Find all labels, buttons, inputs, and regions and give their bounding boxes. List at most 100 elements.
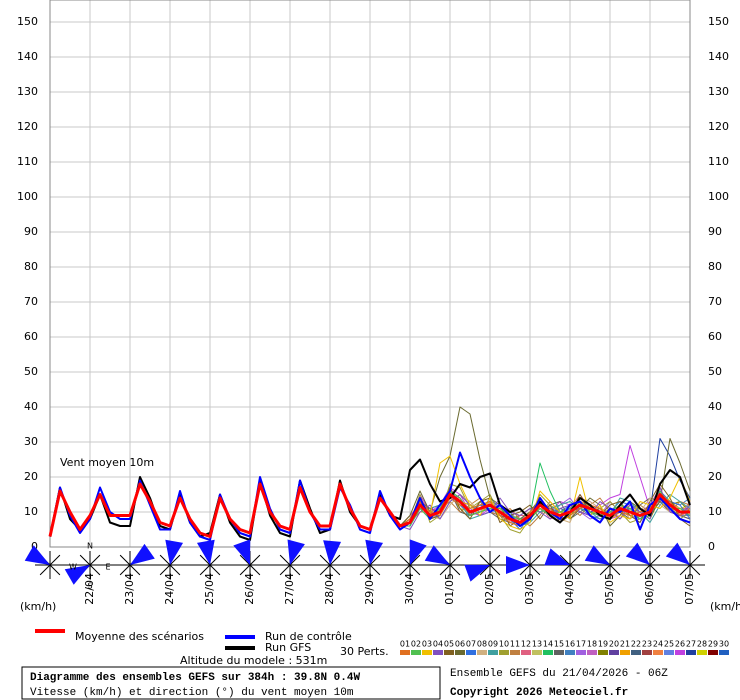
compass-e: E (105, 563, 110, 572)
legend-pert-label: 14 (543, 640, 553, 649)
legend-pert-swatch (554, 650, 564, 655)
chart-subtitle: Vitesse (km/h) et direction (°) du vent … (30, 687, 354, 699)
x-tick-label: 29/04 (363, 573, 376, 605)
legend-pert-label: 12 (521, 640, 531, 649)
x-tick-label: 07/05 (683, 573, 696, 605)
wind-arrow (287, 539, 305, 565)
y-tick-label: 30 (24, 435, 38, 448)
y-tick-label: 40 (24, 400, 38, 413)
legend-pert-label: 09 (488, 640, 498, 649)
compass-spoke (679, 554, 701, 576)
legend-pert-swatch (708, 650, 718, 655)
legend-pert-swatch (400, 650, 410, 655)
legend-label: Run de contrôle (265, 630, 352, 643)
legend-pert-label: 26 (675, 640, 685, 649)
y-tick-label-right: 30 (708, 435, 722, 448)
x-tick-label: 27/04 (283, 573, 296, 605)
y-tick-label-right: 90 (708, 225, 722, 238)
x-tick-label: 01/05 (443, 573, 456, 605)
wind-arrow (665, 542, 690, 565)
y-tick-label: 110 (17, 155, 38, 168)
y-tick-label: 50 (24, 365, 38, 378)
x-tick-label: 26/04 (243, 573, 256, 605)
y-tick-label-right: 150 (708, 15, 729, 28)
chart-title: Diagramme des ensembles GEFS sur 384h : … (30, 672, 360, 684)
wind-arrow (323, 540, 342, 565)
legend-pert-swatch (620, 650, 630, 655)
legend-pert-swatch (532, 650, 542, 655)
legend-pert-swatch (609, 650, 619, 655)
legend-pert-label: 03 (422, 640, 432, 649)
y-tick-label: 90 (24, 225, 38, 238)
legend-pert-label: 11 (510, 640, 520, 649)
x-tick-label: 24/04 (163, 573, 176, 605)
legend-pert-swatch (499, 650, 509, 655)
compass-n: N (87, 542, 93, 551)
legend-pert-label: 24 (653, 640, 663, 649)
wind-arrow (64, 565, 90, 585)
y-tick-label: 120 (17, 120, 38, 133)
compass-w: W (69, 563, 77, 572)
x-tick-label: 04/05 (563, 573, 576, 605)
legend-pert-label: 04 (433, 640, 443, 649)
x-tick-label: 25/04 (203, 573, 216, 605)
lines (48, 406, 691, 541)
y-tick-label: 150 (17, 15, 38, 28)
compass-spoke (239, 554, 261, 576)
legend-label: Moyenne des scénarios (75, 630, 204, 643)
x-tick-label: 28/04 (323, 573, 336, 605)
y-tick-label-right: 10 (708, 505, 722, 518)
y-tick-label-right: 20 (708, 470, 722, 483)
legend-pert-label: 07 (466, 640, 476, 649)
y-tick-label-right: 70 (708, 295, 722, 308)
wind-arrow (506, 556, 530, 574)
legend-pert-swatch (576, 650, 586, 655)
y-tick-label: 60 (24, 330, 38, 343)
run-info: Ensemble GEFS du 21/04/2026 - 06Z (450, 668, 668, 680)
legend-pert-swatch (686, 650, 696, 655)
wind-arrow (365, 539, 384, 565)
wind-arrow (24, 545, 50, 565)
y-tick-label-right: 100 (708, 190, 729, 203)
x-tick-label: 05/05 (603, 573, 616, 605)
wind-row (24, 539, 704, 585)
y-tick-label: 70 (24, 295, 38, 308)
legend-pert-label: 05 (444, 640, 454, 649)
y-tick-label: 130 (17, 85, 38, 98)
wind-arrow (165, 539, 184, 565)
y-tick-label: 10 (24, 505, 38, 518)
legend-pert-label: 10 (499, 640, 509, 649)
altitude: Altitude du modele : 531m (180, 654, 327, 667)
legend-pert-label: 27 (686, 640, 696, 649)
legend-pert-label: 13 (532, 640, 542, 649)
legend-pert-swatch (543, 650, 553, 655)
wind-arrow (424, 545, 450, 565)
legend-pert-label: 06 (455, 640, 465, 649)
perts-label: 30 Perts. (340, 645, 389, 658)
legend-pert-swatch (719, 650, 729, 655)
legend-pert-swatch (565, 650, 575, 655)
y-tick-label: 20 (24, 470, 38, 483)
x-tick-label: 22/04 (83, 573, 96, 605)
y-tick-label-right: 110 (708, 155, 729, 168)
wind-arrow (584, 545, 610, 565)
legend-pert-swatch (411, 650, 421, 655)
wind-arrow (233, 539, 251, 565)
legend-pert-swatch (631, 650, 641, 655)
legend-pert-label: 30 (719, 640, 729, 649)
wind-arrow (464, 564, 490, 582)
y-unit-left: (km/h) (20, 600, 56, 613)
legend-pert-label: 28 (697, 640, 707, 649)
legend-pert-swatch (653, 650, 663, 655)
x-tick-label: 06/05 (643, 573, 656, 605)
legend-pert-label: 20 (609, 640, 619, 649)
legend-pert-label: 02 (411, 640, 421, 649)
wind-arrow (409, 539, 427, 565)
legend-pert-label: 01 (400, 640, 410, 649)
legend-pert-label: 18 (587, 640, 597, 649)
legend-pert-swatch (455, 650, 465, 655)
legend-pert-swatch (466, 650, 476, 655)
legend-pert-swatch (587, 650, 597, 655)
